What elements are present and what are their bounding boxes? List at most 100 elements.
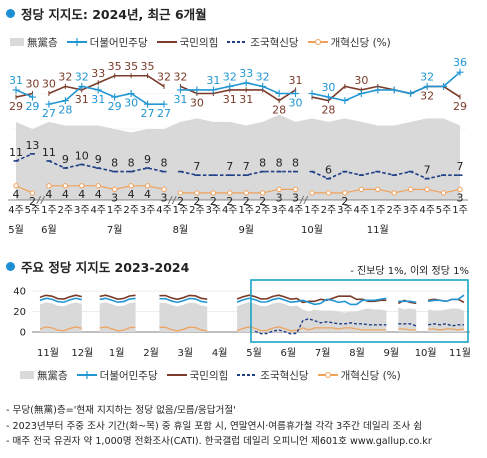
data-label-rk: 8 bbox=[161, 157, 168, 170]
series-segment bbox=[48, 85, 164, 105]
top-chart-title-text: 정당 지지도: 2024년, 최근 6개월 bbox=[21, 7, 207, 22]
data-label-rk: 7 bbox=[226, 160, 233, 173]
data-label-rk: 9 bbox=[62, 153, 69, 166]
data-label-rf: 3 bbox=[276, 191, 283, 204]
data-point bbox=[62, 183, 69, 189]
series-segment bbox=[15, 92, 33, 98]
data-label-ppp: 28 bbox=[321, 104, 335, 117]
data-label-ppp: 35 bbox=[108, 60, 122, 73]
trend-segment bbox=[39, 297, 82, 303]
x-tick-label: 5주 bbox=[436, 205, 452, 216]
x-tick-label: 7월 bbox=[315, 347, 331, 359]
x-tick-label: 1주 bbox=[304, 205, 320, 216]
data-point bbox=[407, 186, 414, 193]
data-label-dp: 36 bbox=[453, 56, 467, 69]
series-segment bbox=[15, 185, 33, 194]
data-label-dp: 29 bbox=[108, 100, 122, 113]
legend-swatch-rk bbox=[227, 41, 248, 43]
data-point bbox=[324, 93, 332, 101]
data-point bbox=[275, 90, 283, 97]
x-tick-label: 4주 bbox=[354, 205, 370, 216]
series-segment bbox=[180, 82, 296, 95]
x-tick-label: 1주 bbox=[173, 205, 189, 216]
x-tick-label: 2주 bbox=[123, 205, 139, 216]
data-point bbox=[28, 93, 36, 101]
data-point bbox=[243, 190, 249, 196]
month-label: 6월 bbox=[41, 224, 57, 236]
trend-segment bbox=[99, 297, 136, 304]
trend-segment bbox=[428, 328, 465, 331]
series-segment bbox=[15, 153, 33, 162]
legend-item-none: 無黨층 bbox=[20, 368, 68, 383]
bottom-chart-title: 주요 정당 지지도 2023-2024 bbox=[6, 257, 189, 276]
data-label-rf: 2 bbox=[259, 195, 266, 208]
data-point bbox=[375, 186, 381, 193]
legend-swatch-none bbox=[20, 371, 34, 379]
series-segment bbox=[312, 188, 461, 194]
data-label-ppp: 32 bbox=[173, 70, 187, 83]
trend-segment bbox=[99, 294, 136, 300]
x-tick-label: 3주 bbox=[403, 205, 419, 216]
x-tick-label: 9월 bbox=[384, 347, 400, 359]
data-point bbox=[276, 186, 282, 193]
data-label-dp: 32 bbox=[223, 70, 237, 83]
x-tick-label: 4주 bbox=[288, 205, 304, 216]
axis-break-mark bbox=[36, 195, 46, 205]
data-label-rf: 4 bbox=[95, 188, 102, 201]
legend-swatch-dp bbox=[66, 38, 87, 46]
legend-swatch-ppp bbox=[166, 374, 187, 376]
data-point bbox=[111, 93, 119, 101]
data-label-rk: 11 bbox=[9, 146, 23, 159]
data-point bbox=[194, 190, 200, 196]
data-point bbox=[309, 190, 315, 196]
data-label-ppp: 31 bbox=[223, 93, 237, 106]
data-point bbox=[424, 186, 430, 193]
data-point bbox=[13, 183, 19, 189]
legend-swatch-ppp bbox=[156, 41, 177, 43]
x-tick-label: 2주 bbox=[58, 205, 74, 216]
legend-item-dp: 더불어민주당 bbox=[66, 35, 148, 50]
trend-area-none bbox=[40, 302, 464, 332]
data-point bbox=[210, 190, 217, 196]
data-point bbox=[227, 190, 233, 196]
trend-segment bbox=[159, 326, 208, 332]
bullet-dot-icon bbox=[6, 262, 15, 271]
data-point bbox=[144, 100, 152, 108]
data-label-rf: 2 bbox=[210, 195, 217, 208]
x-tick-label: 1주 bbox=[370, 205, 386, 216]
data-point bbox=[259, 190, 266, 196]
data-point bbox=[79, 183, 85, 189]
trend-segment bbox=[99, 326, 136, 332]
footer-notes: - 무당(無黨)층='현재 지지하는 정당 없음/모름/응답거절' - 2023… bbox=[6, 403, 432, 450]
data-label-dp: 31 bbox=[9, 74, 23, 87]
data-point bbox=[111, 186, 118, 193]
month-label: 11월 bbox=[367, 224, 389, 236]
data-point bbox=[308, 90, 316, 97]
trend-segment bbox=[236, 326, 387, 332]
trend-line-dp bbox=[39, 294, 465, 306]
x-tick-label: 4월 bbox=[212, 347, 228, 359]
bottom-trend-chart: 0 20 40 11월 12월 1월 2월 3월 4월 5월 6월 7월 8월 9월 10월 11월 bbox=[13, 279, 471, 359]
x-tick-label: 5월 bbox=[246, 347, 262, 359]
x-tick-label: 2주 bbox=[386, 205, 402, 216]
data-point bbox=[341, 97, 349, 105]
data-label-dp: 27 bbox=[157, 107, 171, 120]
series-segment bbox=[180, 188, 296, 194]
data-point bbox=[358, 186, 365, 193]
series-segment bbox=[180, 170, 296, 176]
data-label-rf: 3 bbox=[292, 191, 299, 204]
data-point bbox=[78, 82, 86, 90]
data-label-rk: 6 bbox=[325, 164, 332, 177]
legend-item-rf: 개혁신당 (%) bbox=[307, 35, 391, 50]
x-tick-label: 1주 bbox=[452, 205, 468, 216]
data-point bbox=[456, 68, 464, 76]
legend-item-rk: 조국혁신당 bbox=[237, 368, 309, 383]
data-point bbox=[176, 86, 184, 94]
legend-item-ppp: 국민의힘 bbox=[156, 35, 218, 50]
data-label-ppp: 35 bbox=[141, 60, 155, 73]
legend-item-ppp: 국민의힘 bbox=[166, 368, 228, 383]
data-label-rf: 2 bbox=[29, 195, 36, 208]
data-label-rk: 7 bbox=[243, 160, 250, 173]
data-point bbox=[29, 190, 36, 196]
